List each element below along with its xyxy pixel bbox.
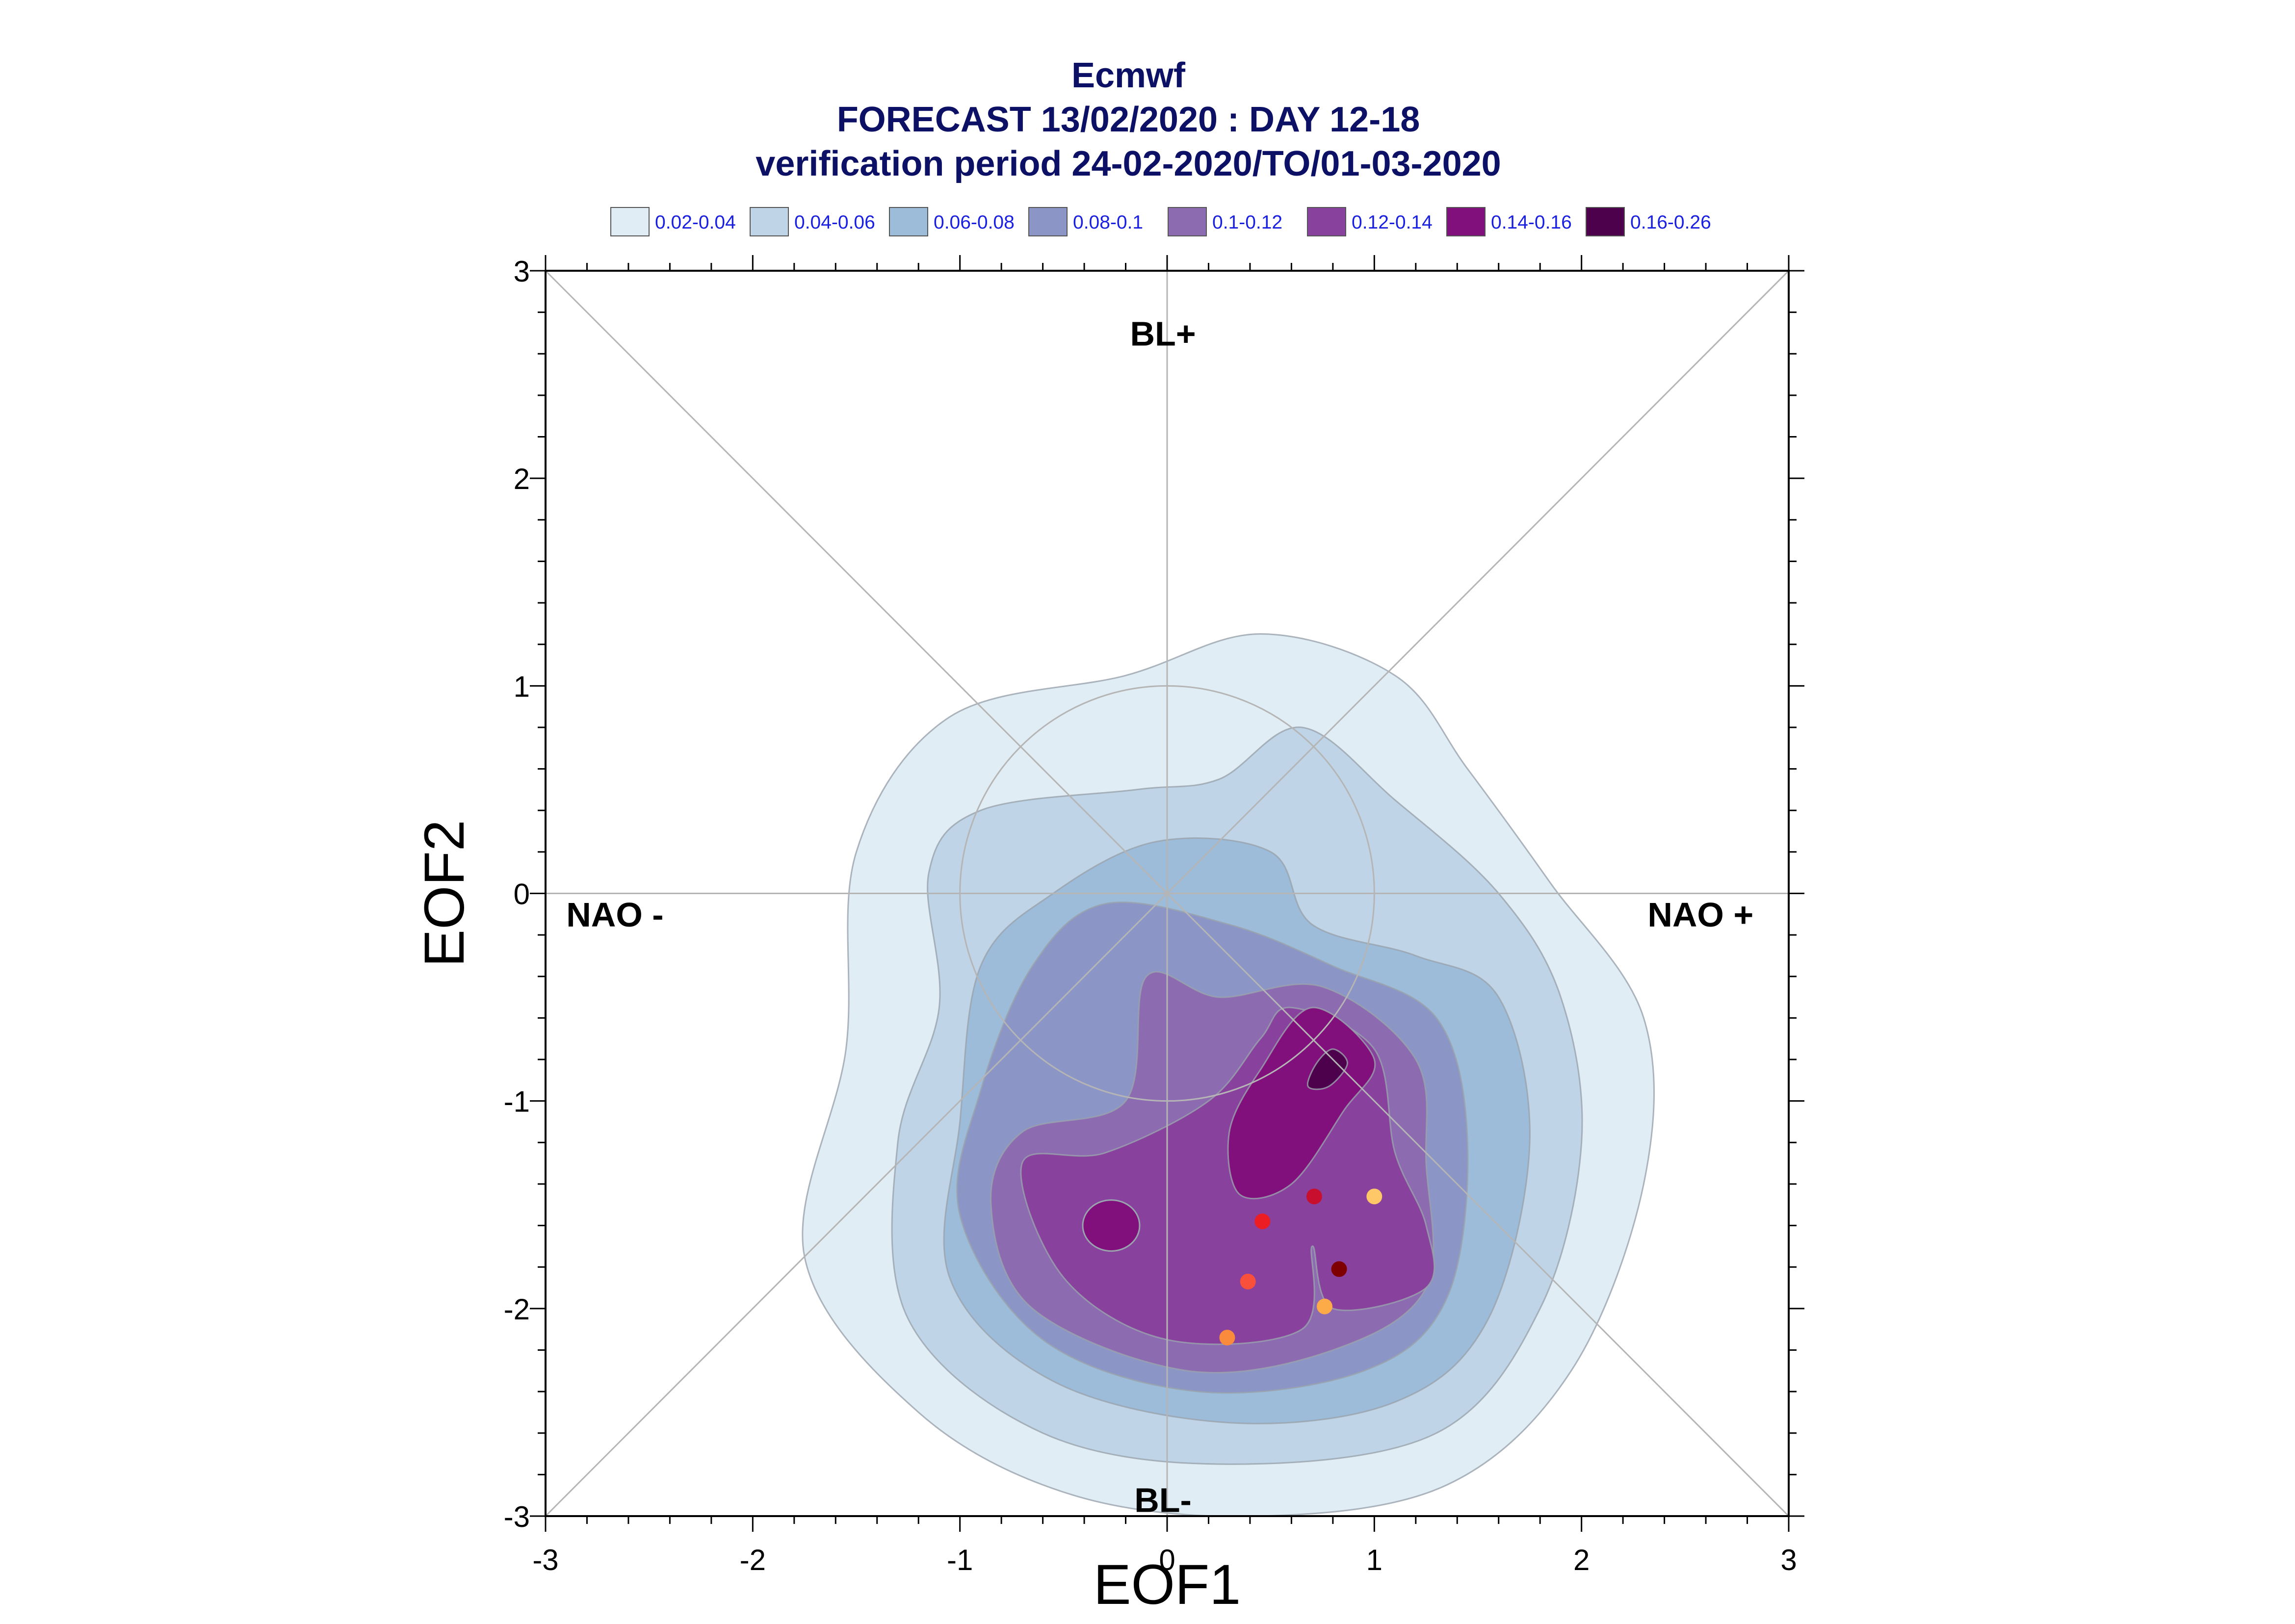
y-tick-label: 0 [514,878,530,911]
data-point-2 [1366,1188,1382,1205]
data-point-4 [1331,1261,1347,1277]
x-tick-label: -1 [947,1544,973,1576]
y-tick-label: -1 [504,1085,530,1118]
legend-swatch-5 [1168,207,1207,236]
contour-level-8 [1306,1048,1348,1090]
legend-label-1: 0.02-0.04 [655,212,736,233]
legend-swatch-3 [889,207,928,236]
legend-swatch-8 [1586,207,1625,236]
unit-circle [959,685,1375,1102]
x-tick-label: -3 [532,1544,558,1576]
x-axis-title: EOF1 [1094,1553,1241,1616]
plot-area: -3-3 -2 -2 -1 -1 0 0 1 1 2 2 3 3 BL+ BL- NAO - NAO +… [413,255,1804,1616]
data-point-5 [1240,1273,1256,1289]
data-point-1 [1306,1188,1322,1205]
region-label-right: NAO + [1647,896,1753,934]
legend-swatch-2 [750,207,789,236]
color-legend: 0.02-0.04 0.04-0.06 0.06-0.08 0.08-0.1 0.1-0… [610,207,1711,236]
legend-swatch-6 [1307,207,1346,236]
legend-label-7: 0.14-0.16 [1491,212,1572,233]
x-tick-label: 1 [1366,1544,1382,1576]
y-tick-label: 3 [514,255,530,288]
region-label-left: NAO - [566,896,663,934]
x-tick-label: 0 [1159,1544,1175,1576]
data-point-7 [1219,1330,1235,1346]
chart-title: Ecmwf FORECAST 13/02/2020 : DAY 12-18 ve… [756,56,1501,183]
scatter-points [1219,1188,1382,1346]
title-line-2: FORECAST 13/02/2020 : DAY 12-18 [837,100,1420,139]
y-tick-label: -2 [504,1293,530,1326]
x-tick-label: 3 [1780,1544,1797,1576]
x-tick-label: -2 [740,1544,766,1576]
legend-swatch-7 [1446,207,1486,236]
density-contours [802,633,1655,1516]
data-point-6 [1316,1298,1332,1315]
title-line-1: Ecmwf [1071,56,1186,95]
legend-swatch-4 [1028,207,1068,236]
legend-label-5: 0.1-0.12 [1212,212,1282,233]
region-label-top: BL+ [1130,314,1196,353]
legend-label-6: 0.12-0.14 [1352,212,1433,233]
contour-secondary-maximum [1082,1199,1141,1252]
y-axis-title: EOF2 [413,820,476,967]
y-tick-label: 2 [514,463,530,495]
region-labels: BL+ BL- NAO - NAO + [566,314,1753,1519]
data-point-3 [1254,1213,1271,1230]
legend-label-8: 0.16-0.26 [1630,212,1711,233]
y-tick-label: 1 [514,670,530,703]
axis-ticks: -3-3 -2 -2 -1 -1 0 0 1 1 2 2 3 3 [504,255,1804,1576]
y-tick-label: -3 [504,1500,530,1533]
legend-label-4: 0.08-0.1 [1073,212,1143,233]
legend-label-3: 0.06-0.08 [934,212,1015,233]
legend-label-2: 0.04-0.06 [794,212,875,233]
region-label-bottom: BL- [1134,1481,1192,1520]
x-tick-label: 2 [1573,1544,1590,1576]
title-line-3: verification period 24-02-2020/TO/01-03-… [756,144,1501,183]
reference-lines [546,271,1789,1516]
legend-swatch-1 [610,207,650,236]
